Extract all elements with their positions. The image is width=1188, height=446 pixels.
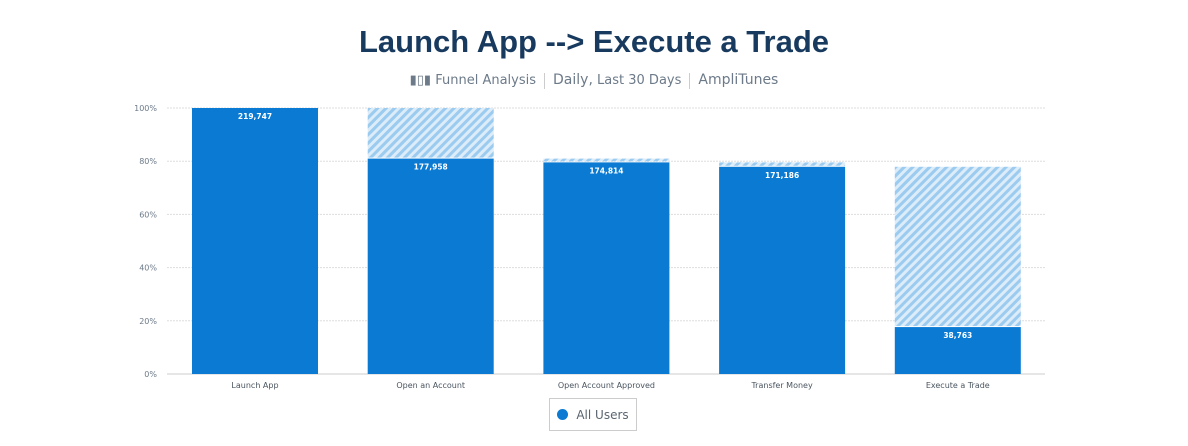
y-tick-label: 80%: [139, 157, 157, 166]
bar-count-label: 174,814: [589, 166, 623, 175]
chart-title: Launch App --> Execute a Trade: [359, 24, 829, 59]
analysis-type: Funnel Analysis: [435, 73, 537, 88]
dropoff-bar: [719, 162, 846, 166]
y-tick-label: 60%: [139, 210, 157, 219]
bar-count-label: 38,763: [943, 331, 972, 340]
y-tick-label: 40%: [139, 264, 157, 273]
x-tick-label: Launch App: [231, 381, 278, 390]
chart-subtitle: ▮▯▮ Funnel Analysis Daily, Last 30 Days Am…: [0, 72, 1188, 89]
funnel-icon: ▮▯▮: [409, 73, 432, 88]
bar-count-label: 171,186: [765, 171, 799, 180]
legend-color-dot: [557, 409, 569, 420]
x-tick-label: Execute a Trade: [926, 381, 990, 390]
y-tick-label: 100%: [134, 104, 157, 113]
period-main: Daily,: [553, 72, 593, 88]
conversion-bar[interactable]: [367, 158, 494, 374]
conversion-bar[interactable]: [719, 166, 846, 374]
bar-count-label: 177,958: [414, 163, 448, 172]
legend-item-all-users[interactable]: All Users: [549, 398, 637, 431]
x-tick-label: Open an Account: [396, 381, 465, 390]
conversion-bar[interactable]: [192, 108, 318, 374]
bar-count-label: 219,747: [238, 112, 272, 121]
dropoff-bar: [367, 108, 494, 158]
conversion-bar[interactable]: [543, 162, 670, 374]
period-detail: Last 30 Days: [597, 73, 682, 88]
x-tick-label: Transfer Money: [750, 381, 813, 390]
dropoff-bar: [894, 166, 1021, 327]
project-name: AmpliTunes: [698, 72, 779, 88]
conversion-bar[interactable]: [894, 327, 1021, 374]
dropoff-bar: [543, 158, 670, 162]
y-tick-label: 0%: [144, 370, 157, 379]
y-tick-label: 20%: [139, 317, 157, 326]
legend-label: All Users: [576, 407, 629, 422]
x-tick-label: Open Account Approved: [558, 381, 655, 390]
